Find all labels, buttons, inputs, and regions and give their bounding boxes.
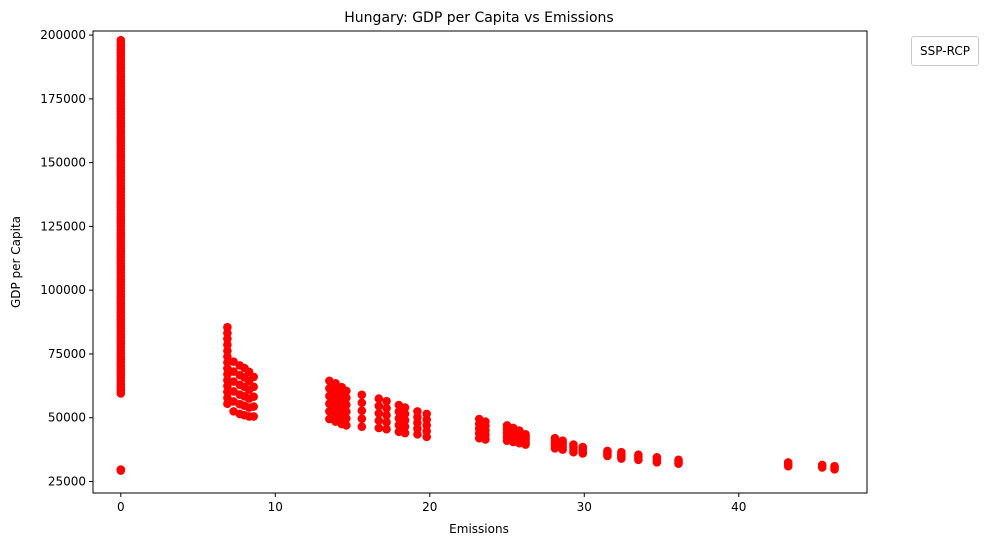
data-point bbox=[374, 423, 384, 433]
data-point bbox=[357, 422, 367, 431]
legend-title: SSP-RCP bbox=[920, 44, 970, 58]
data-point bbox=[249, 382, 258, 392]
data-point bbox=[558, 436, 567, 446]
data-point bbox=[116, 35, 126, 45]
y-tick-label: 125000 bbox=[40, 219, 86, 233]
data-point bbox=[249, 372, 258, 382]
data-point bbox=[229, 357, 238, 366]
data-point bbox=[569, 440, 578, 449]
data-point bbox=[617, 447, 626, 457]
data-point bbox=[422, 409, 432, 419]
data-point bbox=[400, 403, 410, 412]
y-tick-label: 50000 bbox=[48, 411, 86, 425]
data-point bbox=[223, 381, 232, 391]
x-axis: 0 10 20 30 40 bbox=[117, 493, 746, 514]
x-tick-label: 10 bbox=[268, 500, 283, 514]
data-point bbox=[249, 412, 258, 421]
x-tick-label: 0 bbox=[117, 500, 125, 514]
y-axis: 25000 50000 75000 100000 125000 150000 175000 2… bbox=[40, 28, 93, 489]
data-point bbox=[223, 334, 232, 344]
plot-area-frame bbox=[92, 30, 868, 494]
data-point bbox=[413, 407, 422, 416]
data-point bbox=[603, 446, 612, 456]
data-point bbox=[817, 460, 827, 470]
data-point bbox=[223, 346, 232, 356]
data-point bbox=[342, 400, 351, 410]
data-point bbox=[342, 393, 351, 403]
data-point bbox=[400, 409, 410, 419]
data-point bbox=[550, 433, 560, 443]
y-tick-label: 75000 bbox=[48, 347, 86, 361]
data-point bbox=[674, 455, 683, 465]
data-point bbox=[331, 379, 340, 388]
data-point bbox=[830, 461, 839, 471]
data-point bbox=[382, 410, 391, 420]
data-point bbox=[578, 442, 588, 452]
data-point bbox=[342, 421, 351, 430]
data-point bbox=[652, 452, 662, 462]
data-point bbox=[400, 415, 410, 425]
data-point bbox=[342, 407, 351, 416]
y-tick-label: 175000 bbox=[40, 92, 86, 106]
x-tick-label: 30 bbox=[577, 500, 592, 514]
x-axis-label: Emissions bbox=[449, 522, 509, 536]
data-point bbox=[249, 402, 258, 411]
legend: SSP-RCP bbox=[911, 36, 979, 66]
data-point bbox=[357, 406, 367, 416]
data-point bbox=[249, 392, 258, 401]
data-point bbox=[400, 422, 410, 431]
data-point bbox=[374, 401, 384, 411]
data-point bbox=[223, 352, 232, 361]
data-point bbox=[634, 450, 643, 460]
data-point bbox=[342, 414, 351, 423]
x-tick-label: 40 bbox=[731, 500, 746, 514]
y-tick-label: 100000 bbox=[40, 283, 86, 297]
data-point bbox=[223, 340, 232, 350]
data-point bbox=[357, 414, 367, 423]
data-point bbox=[223, 387, 232, 397]
data-point bbox=[357, 398, 367, 408]
data-point bbox=[223, 322, 232, 332]
y-tick-label: 200000 bbox=[40, 28, 86, 42]
data-point bbox=[400, 428, 410, 438]
chart-title: Hungary: GDP per Capita vs Emissions bbox=[344, 10, 613, 26]
data-point bbox=[342, 386, 351, 396]
y-tick-label: 150000 bbox=[40, 156, 86, 170]
data-points bbox=[116, 35, 839, 475]
data-point bbox=[116, 465, 126, 474]
data-point bbox=[382, 417, 391, 427]
data-point bbox=[357, 390, 367, 400]
y-tick-label: 25000 bbox=[48, 475, 86, 489]
data-point bbox=[223, 328, 232, 338]
data-point bbox=[382, 396, 391, 406]
data-point bbox=[515, 426, 524, 435]
x-tick-label: 20 bbox=[422, 500, 437, 514]
data-point bbox=[521, 430, 530, 439]
data-point bbox=[382, 403, 391, 413]
data-point bbox=[374, 416, 384, 425]
data-point bbox=[481, 417, 490, 426]
data-point bbox=[374, 394, 384, 403]
data-point bbox=[783, 458, 793, 467]
data-point bbox=[374, 408, 384, 418]
data-point bbox=[382, 424, 391, 434]
y-axis-label: GDP per Capita bbox=[9, 216, 23, 308]
